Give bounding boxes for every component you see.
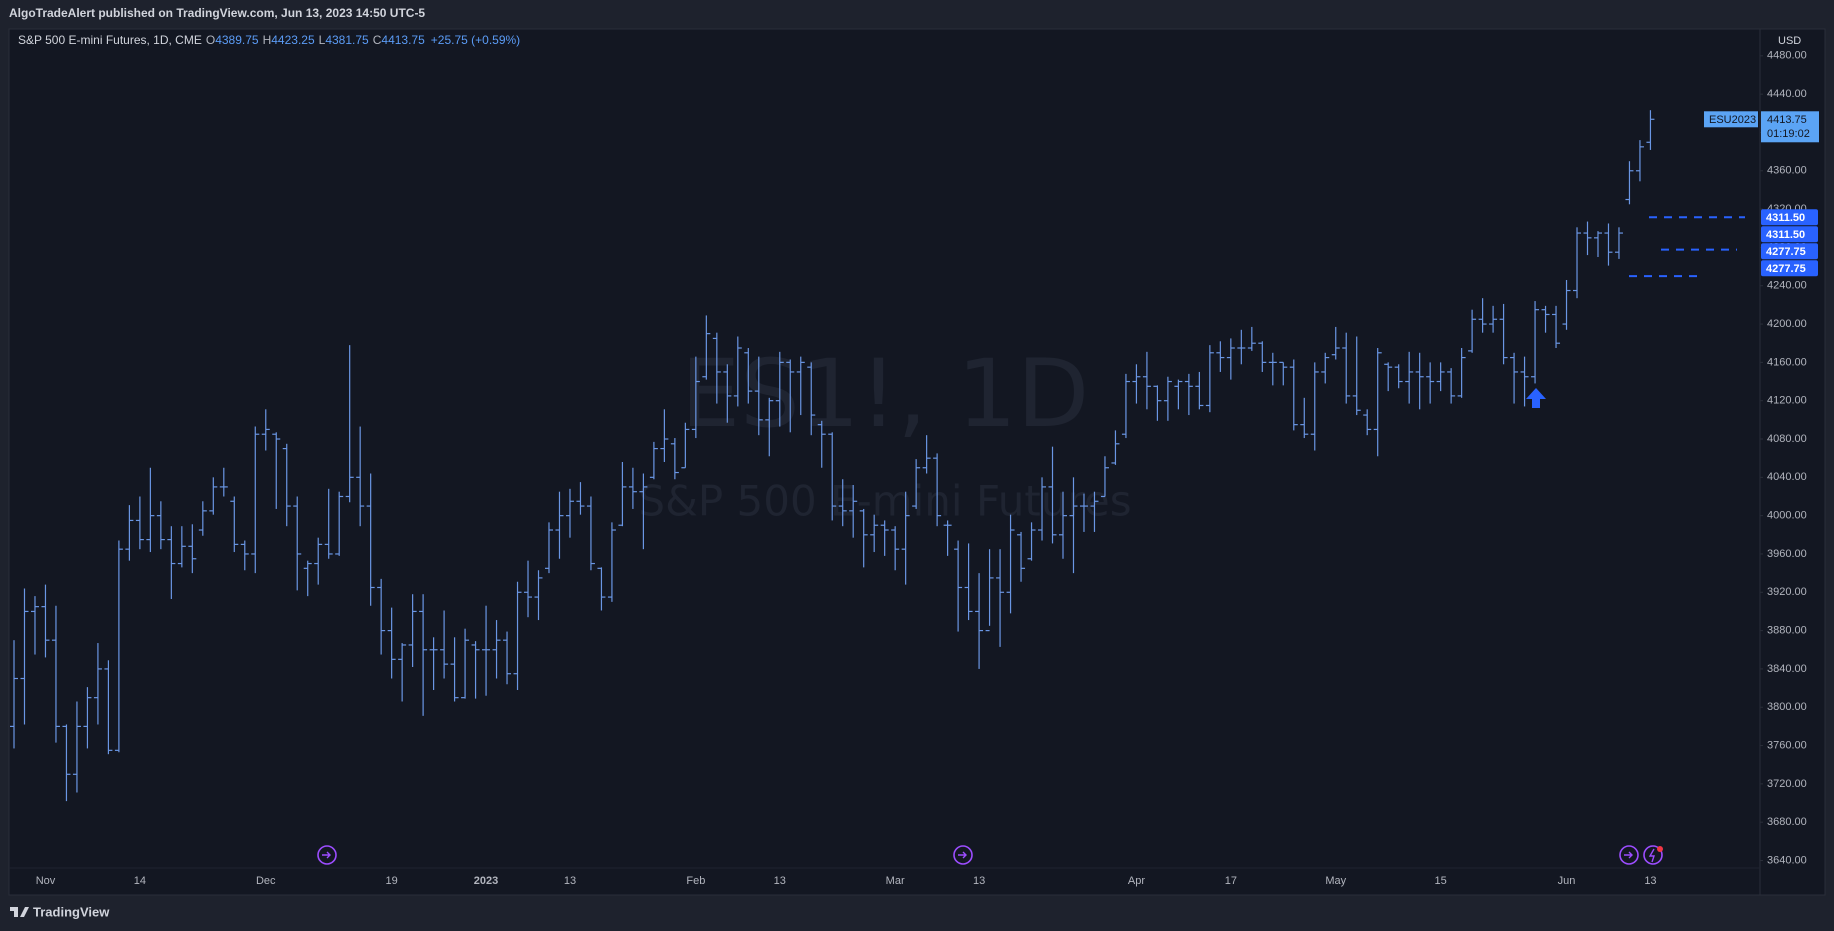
legend-value: 4389.75 — [215, 33, 259, 47]
symbol-tag-label: ESU2023 — [1709, 114, 1756, 126]
ohlc-series — [10, 110, 1655, 802]
brand-name: TradingView — [33, 904, 110, 919]
y-tick-label: 3960.00 — [1767, 548, 1807, 560]
legend-key: H — [262, 33, 272, 47]
price-tag — [1761, 243, 1818, 260]
x-tick-label: 13 — [774, 875, 786, 887]
event-icon[interactable] — [1643, 845, 1663, 865]
event-dot — [1657, 846, 1663, 852]
price-tag-label: 4277.75 — [1766, 263, 1806, 275]
x-tick-label: 13 — [564, 875, 576, 887]
x-tick-label: 14 — [134, 875, 146, 887]
x-tick-label: Feb — [686, 875, 705, 887]
y-tick-label: 4160.00 — [1767, 356, 1807, 368]
x-tick-label: Nov — [36, 875, 56, 887]
event-icon[interactable] — [317, 845, 337, 865]
logo-glyph — [10, 907, 29, 917]
x-tick-label: 15 — [1435, 875, 1447, 887]
y-tick-label: 4360.00 — [1767, 165, 1807, 177]
x-tick-label: 2023 — [474, 875, 498, 887]
x-tick-label: 13 — [1644, 875, 1656, 887]
legend-key: L — [318, 33, 326, 47]
price-tag-label: 4311.50 — [1766, 229, 1805, 241]
event-icons[interactable] — [317, 845, 1663, 865]
legend-value: 4413.75 — [381, 33, 425, 47]
x-tick-label: May — [1325, 875, 1346, 887]
price-tag — [1761, 260, 1818, 277]
x-tick-label: 19 — [386, 875, 398, 887]
chart-pane — [8, 28, 1826, 896]
event-icon[interactable] — [1619, 845, 1639, 865]
y-tick-label: 4480.00 — [1767, 50, 1807, 62]
price-tag — [1761, 209, 1818, 226]
x-tick-label: Apr — [1128, 875, 1145, 887]
y-tick-label: 4080.00 — [1767, 433, 1807, 445]
y-tick-label: 3800.00 — [1767, 701, 1807, 713]
y-tick-label: 3760.00 — [1767, 739, 1807, 751]
watermark-title: ES1!, 1D — [681, 340, 1090, 449]
y-tick-label: 3880.00 — [1767, 625, 1807, 637]
price-tag-label: 4277.75 — [1766, 246, 1806, 258]
y-tick-label: 3920.00 — [1767, 586, 1807, 598]
x-tick-label: Mar — [886, 875, 905, 887]
publish-header: AlgoTradeAlert published on TradingView.… — [9, 6, 425, 20]
x-tick-label: 13 — [973, 875, 985, 887]
legend-key: C — [372, 33, 382, 47]
y-tick-label: 3640.00 — [1767, 854, 1807, 866]
price-tag — [1761, 226, 1818, 243]
x-tick-label: Jun — [1558, 875, 1576, 887]
event-icon-glyph — [1648, 848, 1655, 863]
legend-value: 4423.25 — [271, 33, 315, 47]
y-tick-label: 3840.00 — [1767, 663, 1807, 675]
y-tick-label: 4120.00 — [1767, 395, 1807, 407]
y-tick-label: 4000.00 — [1767, 510, 1807, 522]
brand-logo: TradingView — [10, 904, 110, 919]
y-tick-label: 4200.00 — [1767, 318, 1807, 330]
legend-key: O — [205, 33, 216, 47]
watermark-subtitle: S&P 500 E-mini Futures — [638, 477, 1131, 526]
y-tick-label: 4040.00 — [1767, 471, 1807, 483]
legend-value: 4381.75 — [325, 33, 369, 47]
y-tick-label: 4240.00 — [1767, 280, 1807, 292]
last-price-label: 4413.75 — [1767, 114, 1807, 126]
x-tick-label: Dec — [256, 875, 276, 887]
y-tick-label: 3680.00 — [1767, 816, 1807, 828]
price-tag-label: 4311.50 — [1766, 212, 1805, 224]
legend-change: +25.75 (+0.59%) — [430, 33, 521, 47]
legend: S&P 500 E-mini Futures, 1D, CME O4389.75 H… — [18, 33, 520, 47]
symbol-tag — [1704, 111, 1758, 128]
x-tick-label: 17 — [1225, 875, 1237, 887]
event-icon-glyph — [958, 851, 967, 859]
signal-arrow — [1526, 388, 1546, 408]
currency-label: USD — [1778, 35, 1801, 47]
y-tick-label: 3720.00 — [1767, 778, 1807, 790]
last-price-tag — [1761, 111, 1819, 143]
countdown-label: 01:19:02 — [1767, 128, 1810, 140]
event-icon-glyph — [322, 851, 331, 859]
y-tick-label: 4440.00 — [1767, 88, 1807, 100]
legend-symbol: S&P 500 E-mini Futures, 1D, CME — [18, 33, 202, 47]
event-icon[interactable] — [953, 845, 973, 865]
event-icon-glyph — [1624, 851, 1633, 859]
